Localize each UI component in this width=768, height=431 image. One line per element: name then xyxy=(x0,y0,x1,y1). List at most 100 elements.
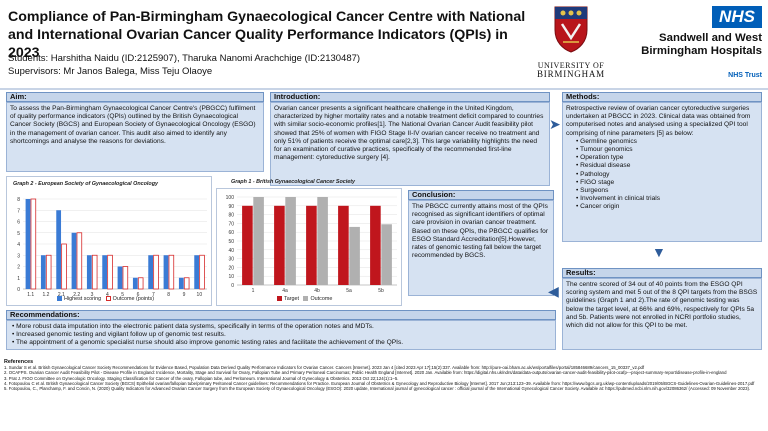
reference-item: 2. OCAFPS. Ovarian Cancer Audit Feasibil… xyxy=(4,370,727,376)
methods-item: Germline genomics xyxy=(576,138,758,146)
bar-series1 xyxy=(86,255,92,289)
trust-subtitle: NHS Trust xyxy=(728,72,762,79)
x-tick-label: 5 xyxy=(121,292,124,298)
bgcs-chart: 0 10 20 30 40 50 60 70 80 90 100 1 4a 4b 5a 5b xyxy=(226,195,397,294)
legend-swatch-target xyxy=(277,296,282,302)
university-name-line2: BIRMINGHAM xyxy=(536,69,605,79)
methods-item: Operation type xyxy=(576,154,758,162)
y-tick-label: 6 xyxy=(17,220,20,226)
bar-series1 xyxy=(40,255,46,289)
y-tick-label: 30 xyxy=(228,257,234,263)
bar-series2 xyxy=(253,197,264,285)
bar-series1 xyxy=(370,205,381,285)
bar-series2 xyxy=(381,224,392,285)
bar-series2 xyxy=(107,254,113,290)
esgo-legend: Highest scoring Outcome (points) xyxy=(57,296,154,302)
bar-series1 xyxy=(274,205,285,285)
university-name: UNIVERSITY OF BIRMINGHAM xyxy=(536,61,606,79)
esgo-chart-title: Graph 2 - European Society of Gynaecolog… xyxy=(13,181,158,187)
bgcs-chart-title: Graph 1 - British Gynaecological Cancer … xyxy=(231,179,356,185)
methods-item: Involvement in clinical trials xyxy=(576,195,758,203)
recommendations-heading: Recommendations: xyxy=(6,310,556,320)
methods-item: Surgeons xyxy=(576,187,758,195)
bar-series1 xyxy=(132,277,138,289)
methods-item: Cancer origin xyxy=(576,203,758,211)
conclusion-body: The PBGCC currently attains most of the … xyxy=(408,200,554,296)
methods-item: FIGO stage xyxy=(576,179,758,187)
y-tick-label: 100 xyxy=(226,195,235,201)
introduction-body: Ovarian cancer presents a significant he… xyxy=(270,102,550,186)
results-body: The centre scored of 34 out of 40 points… xyxy=(562,278,762,350)
bar-series1 xyxy=(148,255,154,289)
university-crest-icon xyxy=(554,6,588,53)
arrow-down-icon: ▼ xyxy=(652,244,666,260)
methods-item: Residual disease xyxy=(576,162,758,170)
recommendation-item: The appointment of a genomic specialist … xyxy=(12,339,552,347)
x-tick-label: 1.1 xyxy=(27,292,34,298)
x-tick-label: 5a xyxy=(346,288,352,294)
y-tick-label: 70 xyxy=(228,221,234,227)
legend-swatch-outcome xyxy=(105,296,111,302)
y-tick-label: 20 xyxy=(228,265,234,271)
x-tick-label: 1.2 xyxy=(43,292,50,298)
x-tick-label: 8 xyxy=(167,292,170,298)
bar-series1 xyxy=(194,255,200,289)
x-tick-label: 9 xyxy=(183,292,186,298)
x-tick-label: 2.1 xyxy=(58,292,65,298)
methods-heading: Methods: xyxy=(562,92,762,102)
legend-swatch-highest xyxy=(57,296,62,302)
methods-item: Pathology xyxy=(576,171,758,179)
bar-series1 xyxy=(242,205,253,285)
bar-series1 xyxy=(117,266,123,289)
bar-series2 xyxy=(61,243,67,290)
students-line: Students: Harshitha Naidu (ID:2125907), … xyxy=(8,53,361,64)
references-heading: References xyxy=(4,359,34,365)
x-tick-label: 6 xyxy=(137,292,140,298)
trust-name: Sandwell and West Birmingham Hospitals xyxy=(641,32,762,57)
esgo-chart-panel: Graph 2 - European Society of Gynaecolog… xyxy=(6,176,212,306)
bar-series2 xyxy=(122,266,129,290)
bar-series1 xyxy=(163,255,169,289)
bar-series1 xyxy=(25,199,31,289)
x-tick-label: 10 xyxy=(197,292,203,298)
references: References 1. Sundar S et al. British Gy… xyxy=(4,359,764,391)
bar-series2 xyxy=(285,197,296,285)
bar-series2 xyxy=(45,254,52,290)
bar-series2 xyxy=(317,197,328,285)
results-heading: Results: xyxy=(562,268,762,278)
bar-series2 xyxy=(30,198,37,290)
arrow-left-icon: ◀ xyxy=(548,283,559,299)
bar-series2 xyxy=(349,226,360,285)
university-logo: UNIVERSITY OF BIRMINGHAM xyxy=(536,4,606,79)
legend-label-outcome: Outcome xyxy=(310,296,333,302)
aim-body: To assess the Pan-Birmingham Gynaecologi… xyxy=(6,102,264,172)
x-tick-label: 4a xyxy=(282,288,288,294)
aim-heading: Aim: xyxy=(6,92,264,102)
legend-label-target: Target xyxy=(284,296,299,302)
bar-series2 xyxy=(91,254,98,290)
x-tick-label: 3 xyxy=(91,292,94,298)
bgcs-legend: Target Outcome xyxy=(277,296,332,302)
poster-header xyxy=(0,0,768,90)
x-tick-label: 5b xyxy=(378,288,384,294)
y-tick-label: 50 xyxy=(228,239,234,245)
legend-label-outcome: Outcome (points) xyxy=(112,296,154,302)
bar-series2 xyxy=(183,277,190,290)
y-tick-label: 80 xyxy=(228,213,234,219)
introduction-heading: Introduction: xyxy=(270,92,550,102)
y-tick-label: 7 xyxy=(17,208,20,214)
x-tick-label: 1 xyxy=(252,288,255,294)
arrow-right-icon: ➤ xyxy=(549,116,561,132)
supervisors-line: Supervisors: Mr Janos Balega, Miss Teju … xyxy=(8,66,213,77)
y-tick-label: 0 xyxy=(231,283,234,289)
methods-text: Retrospective review of ovarian cancer c… xyxy=(566,105,751,137)
x-tick-label: 4b xyxy=(314,288,320,294)
authors-block: Students: Harshitha Naidu (ID:2125907), … xyxy=(8,52,360,78)
y-tick-label: 90 xyxy=(228,204,234,210)
poster-title: Compliance of Pan-Birmingham Gynaecologi… xyxy=(8,9,526,61)
x-tick-label: 4 xyxy=(106,292,109,298)
legend-swatch-outcome xyxy=(303,296,309,302)
reference-item: 1. Sundar S et al. British Gynaecologica… xyxy=(4,365,645,371)
reference-item: 3. Prat J. FIGO Committee on Gynecologic… xyxy=(4,375,399,381)
methods-list: Germline genomics Tumour genomics Operat… xyxy=(576,138,758,212)
